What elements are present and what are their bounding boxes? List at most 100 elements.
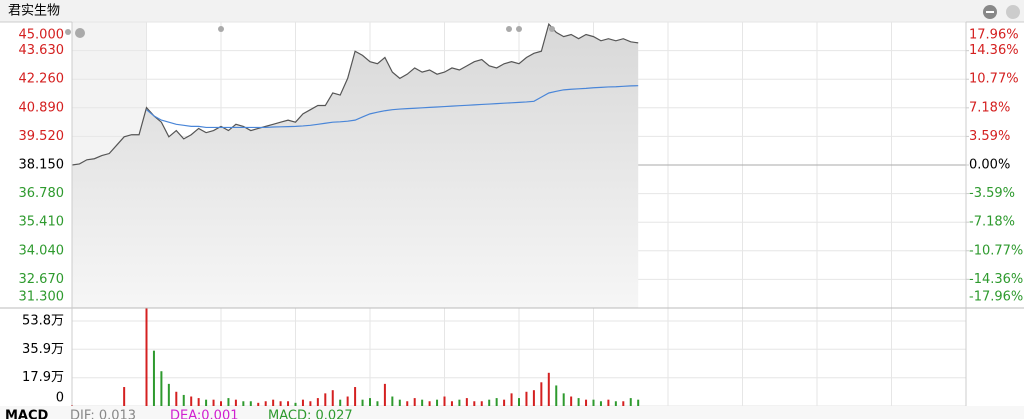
event-dot[interactable] (516, 26, 522, 32)
volume-bar (220, 401, 222, 406)
volume-bar (301, 399, 304, 406)
volume-bar (629, 398, 632, 406)
volume-bar (473, 401, 476, 406)
volume-bar (443, 396, 446, 406)
volume-bar (249, 401, 252, 406)
volume-bar (555, 385, 558, 406)
volume-bar (309, 401, 312, 406)
y2-tick-label: -7.18% (969, 215, 1015, 230)
volume-bar (518, 398, 520, 406)
volume-bar (622, 401, 625, 406)
volume-bar (503, 399, 506, 406)
expand-button[interactable] (1006, 5, 1020, 19)
volume-bar (421, 399, 424, 406)
volume-bar (607, 399, 610, 406)
volume-bar (510, 393, 513, 406)
volume-bar (570, 396, 573, 406)
volume-bar (480, 401, 483, 406)
volume-bar (562, 393, 565, 406)
volume-bar (369, 398, 371, 406)
y2-tick-label: -14.36% (969, 272, 1023, 287)
macd-value: MACD: 0.027 (268, 409, 353, 419)
volume-bar (413, 398, 416, 406)
y2-tick-label: -3.59% (969, 186, 1015, 201)
volume-bar (406, 401, 409, 406)
volume-bar (488, 399, 491, 406)
y-tick-label: 42.260 (19, 72, 65, 87)
volume-bar (532, 390, 535, 406)
volume-bar (205, 399, 208, 406)
volume-bar (585, 399, 588, 406)
volume-bar (637, 399, 640, 406)
event-dot[interactable] (218, 26, 224, 32)
macd-dif: DIF: 0.013 (70, 409, 136, 419)
volume-bar (234, 399, 237, 406)
volume-bar (577, 398, 580, 406)
volume-bar (540, 382, 543, 406)
volume-bar (383, 383, 386, 406)
volume-bar (450, 401, 453, 406)
volume-bar (197, 398, 200, 406)
volume-bar (287, 401, 290, 406)
volume-bar (175, 391, 178, 406)
volume-bar (123, 387, 126, 406)
volume-bar (391, 396, 394, 406)
volume-bar (428, 401, 431, 406)
event-dot[interactable] (549, 26, 555, 32)
y2-tick-label: 0.00% (969, 158, 1010, 173)
volume-bar (294, 402, 297, 406)
y-tick-label: 17.9万 (22, 370, 64, 385)
volume-bar (257, 402, 260, 406)
y2-tick-label: 7.18% (969, 100, 1010, 115)
volume-bar (212, 399, 215, 406)
y-tick-label: 45.000 (19, 28, 65, 43)
y-tick-label: 35.9万 (22, 342, 64, 357)
y-tick-label: 34.040 (19, 243, 65, 258)
volume-bar (361, 399, 364, 406)
volume-bar (376, 401, 379, 406)
volume-bar (547, 372, 550, 406)
y2-tick-label: 3.59% (969, 129, 1010, 144)
price-area (72, 24, 639, 309)
volume-bar (465, 398, 468, 406)
volume-bar (182, 394, 185, 406)
y-tick-label: 36.780 (19, 186, 65, 201)
volume-bar (279, 401, 282, 406)
volume-bar (264, 401, 267, 406)
volume-bar (495, 398, 498, 406)
y-tick-label: 40.890 (19, 100, 65, 115)
volume-bar (272, 399, 275, 406)
chart-title: 君实生物 (8, 4, 60, 19)
plot (71, 22, 640, 406)
volume-bar (331, 390, 334, 406)
title-bar (0, 0, 1024, 22)
event-dot[interactable] (506, 26, 512, 32)
volume-bar (324, 393, 327, 406)
volume-bar (599, 401, 602, 406)
y-tick-label: 38.150 (19, 158, 65, 173)
footer-bar (0, 406, 1024, 419)
y-tick-label: 32.670 (19, 272, 65, 287)
volume-bar (152, 350, 155, 406)
volume-bar (592, 399, 595, 406)
volume-bar (339, 399, 342, 406)
y-tick-label: 39.520 (19, 129, 65, 144)
volume-bar (398, 399, 401, 406)
close-button[interactable] (75, 28, 85, 38)
y2-tick-label: -10.77% (969, 243, 1023, 258)
y2-tick-label: 10.77% (969, 72, 1019, 87)
volume-bar (346, 396, 349, 406)
volume-bar (436, 399, 439, 406)
volume-bar (145, 308, 148, 406)
marker-dot (65, 29, 71, 35)
volume-bar (458, 399, 461, 406)
volume-bar (190, 396, 193, 406)
volume-bar (242, 401, 245, 406)
y-tick-label: 53.8万 (22, 313, 64, 328)
volume-bar (525, 391, 528, 406)
y-tick-label: 0 (56, 391, 64, 406)
volume-bar (614, 401, 617, 406)
y2-tick-label: 14.36% (969, 43, 1019, 58)
